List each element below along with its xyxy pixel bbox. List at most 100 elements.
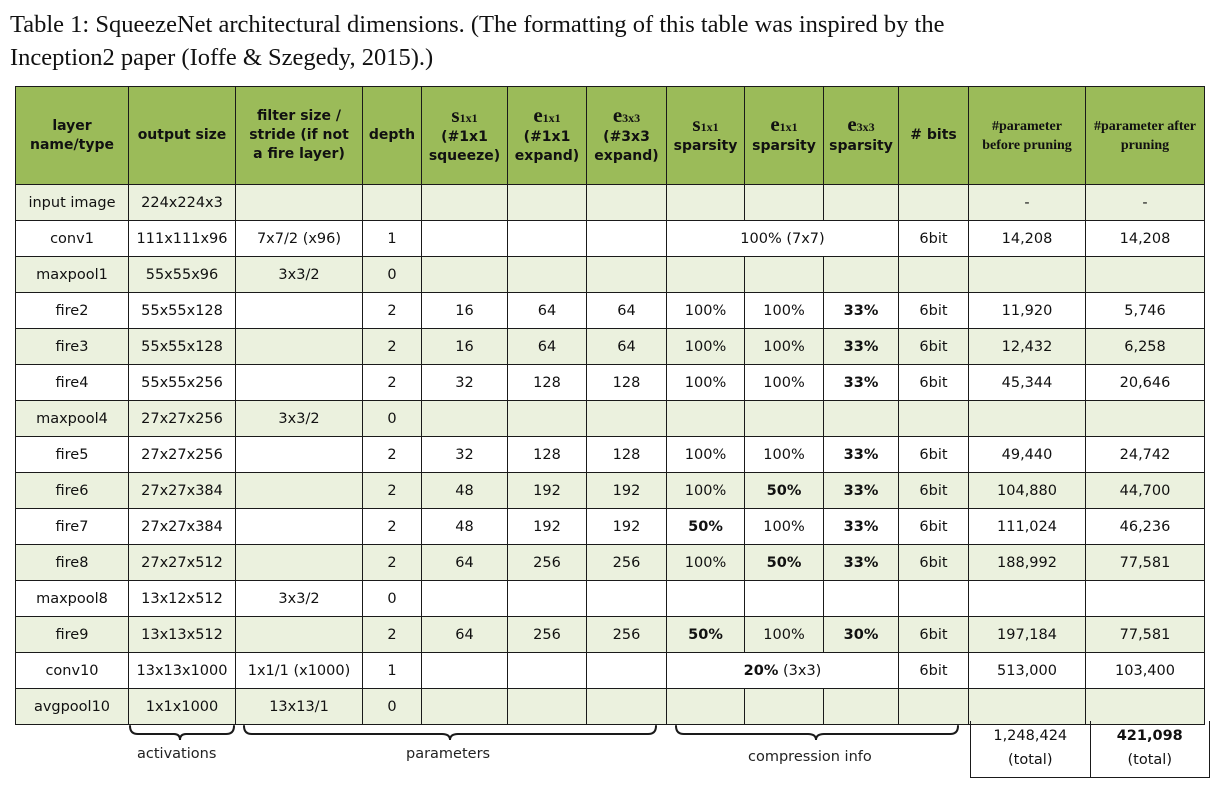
cell-s1x1 xyxy=(421,256,508,293)
header-e3x3-sparsity: e3x3 sparsity xyxy=(823,86,899,185)
cell-depth: 0 xyxy=(362,688,422,725)
cell-output-size: 27x27x384 xyxy=(128,472,236,509)
cell-params-before: 14,208 xyxy=(968,220,1086,257)
cell-layer-name: maxpool8 xyxy=(15,580,129,617)
cell-e3x3 xyxy=(586,184,667,221)
cell-sparsity-3 xyxy=(823,184,899,221)
cell-bits: 6bit xyxy=(898,544,969,581)
cell-depth: 2 xyxy=(362,544,422,581)
cell-params-after: 24,742 xyxy=(1085,436,1205,473)
cell-bits xyxy=(898,580,969,617)
table-row: fire3 55x55x128 2 16 64 64 100% 100% 33% 6bit 12,4… xyxy=(15,328,1205,365)
header-e1x1: e1x1 (#1x1 expand) xyxy=(507,86,587,185)
table-row: fire6 27x27x384 2 48 192 192 100% 50% 33% 6bit 104… xyxy=(15,472,1205,509)
cell-sparsity-3: 33% xyxy=(823,436,899,473)
cell-e1x1: 64 xyxy=(507,328,587,365)
cell-output-size: 1x1x1000 xyxy=(128,688,236,725)
cell-sparsity-3: 33% xyxy=(823,292,899,329)
cell-e3x3 xyxy=(586,652,667,689)
cell-sparsity-3: 33% xyxy=(823,508,899,545)
cell-s1x1: 32 xyxy=(421,364,508,401)
cell-filter xyxy=(235,292,363,329)
cell-e1x1: 192 xyxy=(507,508,587,545)
cell-params-before: 197,184 xyxy=(968,616,1086,653)
cell-sparsity-2: 100% xyxy=(744,328,824,365)
cell-bits xyxy=(898,256,969,293)
cell-output-size: 55x55x96 xyxy=(128,256,236,293)
cell-depth: 2 xyxy=(362,364,422,401)
cell-params-before: 11,920 xyxy=(968,292,1086,329)
cell-sparsity-2 xyxy=(744,256,824,293)
cell-depth: 0 xyxy=(362,400,422,437)
cell-params-before: - xyxy=(968,184,1086,221)
cell-params-before: 513,000 xyxy=(968,652,1086,689)
cell-sparsity-1 xyxy=(666,580,745,617)
caption-line-1: Table 1: SqueezeNet architectural dimens… xyxy=(10,11,945,38)
cell-params-after: - xyxy=(1085,184,1205,221)
cell-depth: 0 xyxy=(362,256,422,293)
cell-s1x1 xyxy=(421,400,508,437)
cell-sparsity-merged: 100% (7x7) xyxy=(666,220,899,257)
table-row: fire4 55x55x256 2 32 128 128 100% 100% 33% 6bit 45… xyxy=(15,364,1205,401)
group-brackets xyxy=(129,725,959,741)
cell-e1x1 xyxy=(507,400,587,437)
cell-s1x1 xyxy=(421,580,508,617)
table-row: fire9 13x13x512 2 64 256 256 50% 100% 30% 6bit 197… xyxy=(15,616,1205,653)
cell-depth: 2 xyxy=(362,292,422,329)
cell-e3x3 xyxy=(586,220,667,257)
cell-filter xyxy=(235,364,363,401)
header-row: layer name/type output size filter size … xyxy=(15,86,1205,185)
cell-layer-name: conv10 xyxy=(15,652,129,689)
cell-params-before xyxy=(968,256,1086,293)
cell-params-before xyxy=(968,400,1086,437)
cell-sparsity-3 xyxy=(823,580,899,617)
parameters-bracket xyxy=(243,725,657,741)
cell-params-after xyxy=(1085,688,1205,725)
cell-layer-name: fire9 xyxy=(15,616,129,653)
cell-sparsity-1: 100% xyxy=(666,544,745,581)
cell-filter xyxy=(235,508,363,545)
cell-bits: 6bit xyxy=(898,328,969,365)
cell-e3x3: 256 xyxy=(586,616,667,653)
cell-output-size: 55x55x256 xyxy=(128,364,236,401)
cell-s1x1: 16 xyxy=(421,328,508,365)
parameters-label: parameters xyxy=(406,746,491,762)
cell-params-after: 46,236 xyxy=(1085,508,1205,545)
cell-e1x1 xyxy=(507,256,587,293)
cell-e3x3: 192 xyxy=(586,508,667,545)
cell-e1x1: 256 xyxy=(507,616,587,653)
cell-sparsity-3: 33% xyxy=(823,544,899,581)
cell-filter xyxy=(235,184,363,221)
cell-depth xyxy=(362,184,422,221)
cell-output-size: 27x27x384 xyxy=(128,508,236,545)
cell-output-size: 27x27x256 xyxy=(128,436,236,473)
header-params-after: #parameter after pruning xyxy=(1085,86,1205,185)
cell-bits: 6bit xyxy=(898,508,969,545)
cell-e1x1 xyxy=(507,580,587,617)
cell-sparsity-3 xyxy=(823,688,899,725)
cell-output-size: 13x13x1000 xyxy=(128,652,236,689)
cell-e3x3 xyxy=(586,400,667,437)
cell-e3x3: 128 xyxy=(586,364,667,401)
cell-sparsity-1: 50% xyxy=(666,508,745,545)
totals-box: 1,248,424 (total) 421,098 (total) xyxy=(970,721,1210,778)
cell-layer-name: conv1 xyxy=(15,220,129,257)
activations-bracket xyxy=(129,725,235,741)
cell-depth: 1 xyxy=(362,220,422,257)
total-before-label: (total) xyxy=(1008,752,1053,768)
header-e1x1-sparsity: e1x1 sparsity xyxy=(744,86,824,185)
table-row: maxpool1 55x55x96 3x3/2 0 xyxy=(15,256,1205,293)
cell-s1x1: 64 xyxy=(421,544,508,581)
cell-sparsity-2: 100% xyxy=(744,436,824,473)
cell-filter: 3x3/2 xyxy=(235,256,363,293)
cell-layer-name: input image xyxy=(15,184,129,221)
cell-params-after xyxy=(1085,256,1205,293)
table-row: fire8 27x27x512 2 64 256 256 100% 50% 33% 6bit 188… xyxy=(15,544,1205,581)
cell-e1x1: 64 xyxy=(507,292,587,329)
table-row: avgpool10 1x1x1000 13x13/1 0 xyxy=(15,688,1205,725)
cell-filter xyxy=(235,616,363,653)
cell-s1x1: 64 xyxy=(421,616,508,653)
cell-params-before xyxy=(968,688,1086,725)
cell-sparsity-3: 30% xyxy=(823,616,899,653)
cell-e1x1 xyxy=(507,184,587,221)
